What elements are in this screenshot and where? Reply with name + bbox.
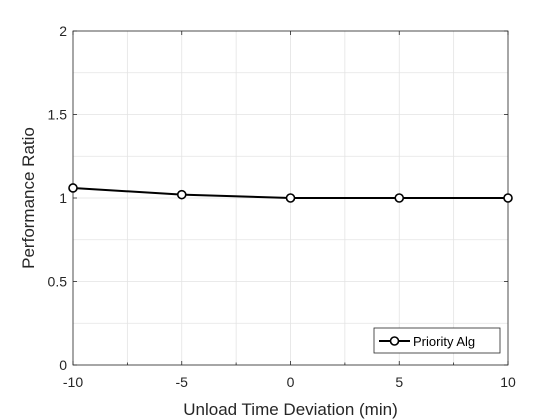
y-tick-label: 0.5 (48, 274, 68, 290)
y-axis-label: Performance Ratio (19, 127, 38, 269)
y-tick-label: 0 (59, 357, 67, 373)
ticks: -10 -5 0 5 10 0 0.5 1 1.5 2 (48, 23, 516, 390)
y-tick-label: 2 (59, 23, 67, 39)
x-tick-label: 10 (500, 374, 516, 390)
legend-marker-sample (389, 336, 400, 346)
x-axis-label: Unload Time Deviation (min) (183, 400, 397, 419)
data-point (503, 193, 513, 203)
data-point (68, 183, 78, 193)
legend-label: Priority Alg (413, 334, 475, 349)
data-point (285, 193, 296, 203)
x-tick-label: 5 (395, 374, 403, 390)
x-tick-label: -5 (176, 374, 189, 390)
data-point (176, 189, 187, 200)
x-tick-label: 0 (287, 374, 295, 390)
data-point (394, 193, 405, 203)
y-tick-label: 1.5 (48, 107, 68, 123)
x-tick-label: -10 (63, 374, 83, 390)
series (68, 183, 513, 203)
y-tick-label: 1 (59, 190, 67, 206)
legend: Priority Alg (373, 327, 501, 354)
